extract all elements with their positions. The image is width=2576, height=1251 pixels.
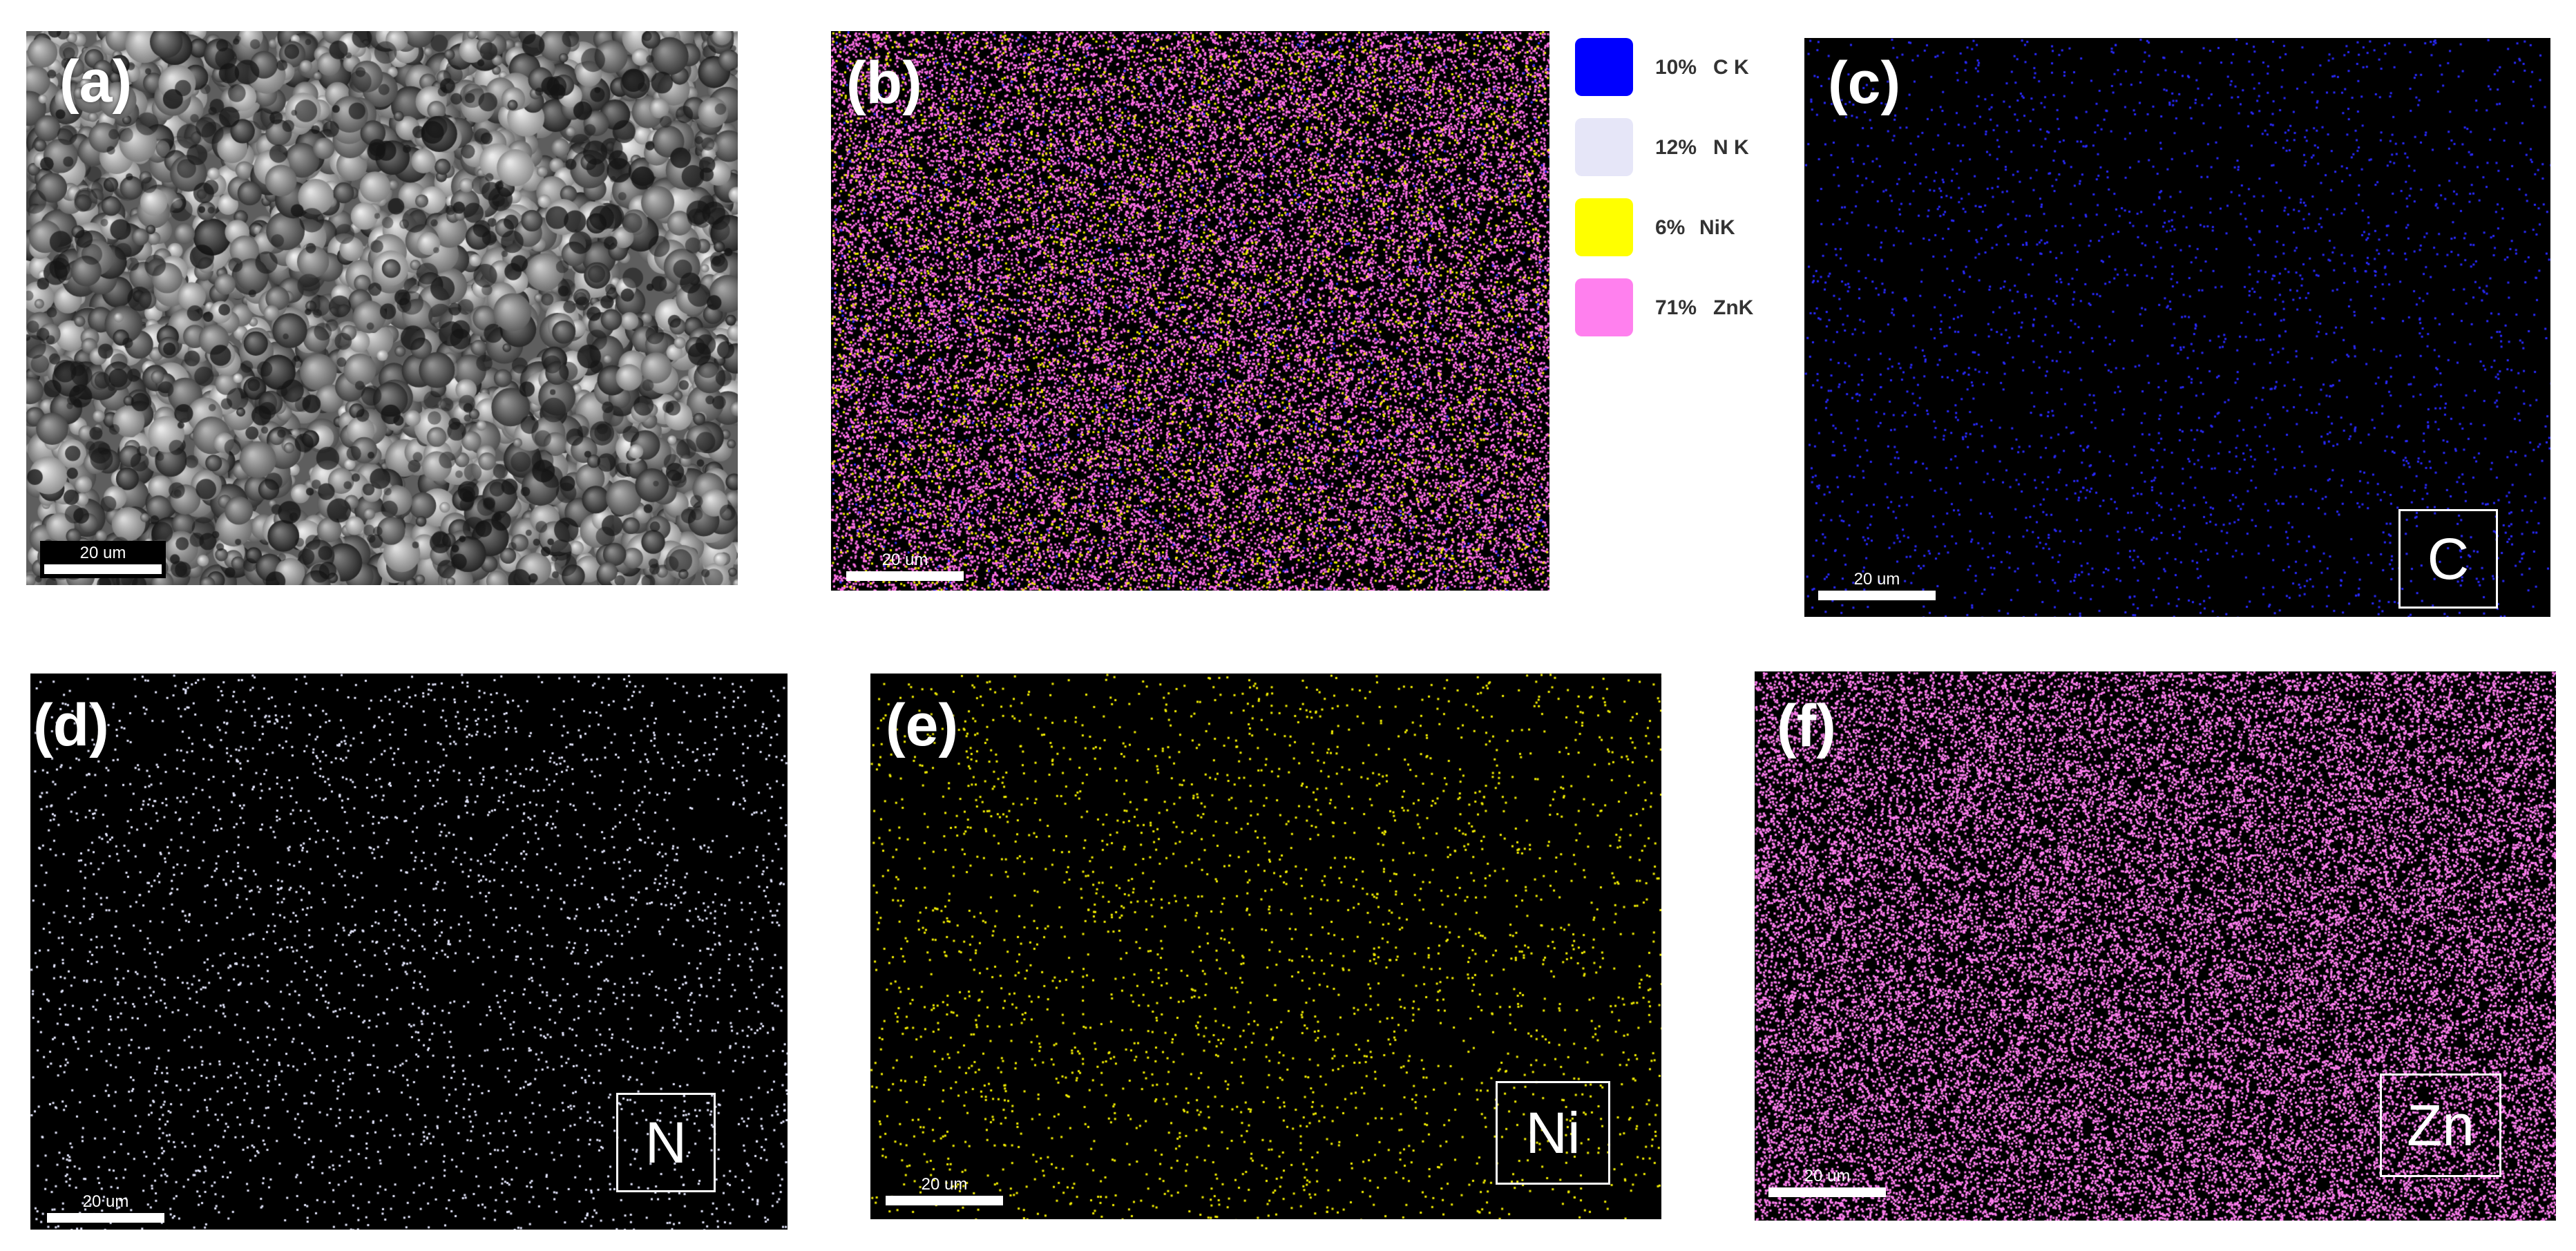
panel-label: (c) — [1828, 50, 1901, 116]
scale-bar-line — [886, 1196, 1003, 1205]
legend-label: NiK — [1699, 216, 1735, 239]
nitrogen-map — [30, 674, 788, 1230]
carbon-map — [1804, 38, 2550, 617]
sem-texture — [26, 31, 738, 585]
scale-bar-label: 20 um — [1804, 1167, 1851, 1185]
scale-bar-label: 20 um — [921, 1175, 968, 1194]
panel-e-nickel-map: (e) Ni 20 um — [870, 674, 1661, 1219]
scale-bar: 20 um — [1768, 1167, 1886, 1197]
panel-label: (e) — [886, 692, 959, 758]
nickel-map — [870, 674, 1661, 1219]
scale-bar-line — [846, 571, 964, 581]
legend-item-zn: 71% ZnK — [1575, 278, 1796, 359]
panel-c-carbon-map: (c) C 20 um — [1804, 38, 2550, 617]
element-legend: 10% C K 12% N K 6% NiK 71% ZnK — [1575, 38, 1796, 359]
scale-bar: 20 um — [40, 541, 166, 578]
legend-swatch — [1575, 198, 1633, 256]
legend-percent: 10% — [1655, 56, 1697, 79]
scale-bar-line — [44, 564, 162, 574]
scale-bar: 20 um — [886, 1175, 1003, 1205]
legend-swatch — [1575, 278, 1633, 336]
panel-label: (d) — [33, 692, 109, 758]
panel-label: (a) — [59, 48, 133, 115]
element-symbol: Zn — [2406, 1092, 2475, 1158]
scale-bar-line — [1818, 591, 1936, 600]
legend-swatch — [1575, 118, 1633, 176]
legend-percent: 6% — [1655, 216, 1686, 239]
scale-bar: 20 um — [846, 551, 964, 581]
legend-item-ni: 6% NiK — [1575, 198, 1796, 278]
element-symbol: Ni — [1525, 1100, 1581, 1165]
scale-bar-line — [47, 1213, 164, 1223]
element-label-box: Ni — [1496, 1081, 1610, 1185]
zinc-map — [1755, 671, 2556, 1221]
scale-bar: 20 um — [1818, 570, 1936, 600]
legend-percent: 71% — [1655, 296, 1697, 319]
element-label-box: C — [2398, 509, 2498, 609]
panel-label: (b) — [846, 50, 922, 116]
panel-b-overlay-map: (b) 20 um — [831, 31, 1549, 591]
legend-item-n: 12% N K — [1575, 118, 1796, 198]
panel-a-sem-image: (a) 20 um — [26, 31, 738, 585]
scale-bar-label: 20 um — [79, 544, 126, 562]
overlay-map — [831, 31, 1549, 591]
legend-label: ZnK — [1713, 296, 1754, 319]
legend-swatch — [1575, 38, 1633, 96]
legend-label: C K — [1713, 56, 1749, 79]
panel-label: (f) — [1777, 693, 1836, 759]
panel-d-nitrogen-map: (d) N 20 um — [30, 674, 788, 1230]
legend-item-c: 10% C K — [1575, 38, 1796, 118]
legend-label: N K — [1713, 136, 1749, 159]
scale-bar-label: 20 um — [1853, 570, 1900, 589]
scale-bar-line — [1768, 1187, 1886, 1197]
element-label-box: Zn — [2380, 1073, 2501, 1177]
legend-percent: 12% — [1655, 136, 1697, 159]
scale-bar-label: 20 um — [881, 551, 928, 569]
element-symbol: N — [645, 1109, 687, 1175]
element-symbol: C — [2427, 526, 2470, 591]
scale-bar: 20 um — [47, 1192, 164, 1223]
panel-f-zinc-map: (f) Zn 20 um — [1755, 671, 2556, 1221]
element-label-box: N — [616, 1093, 716, 1192]
scale-bar-label: 20 um — [82, 1192, 129, 1211]
